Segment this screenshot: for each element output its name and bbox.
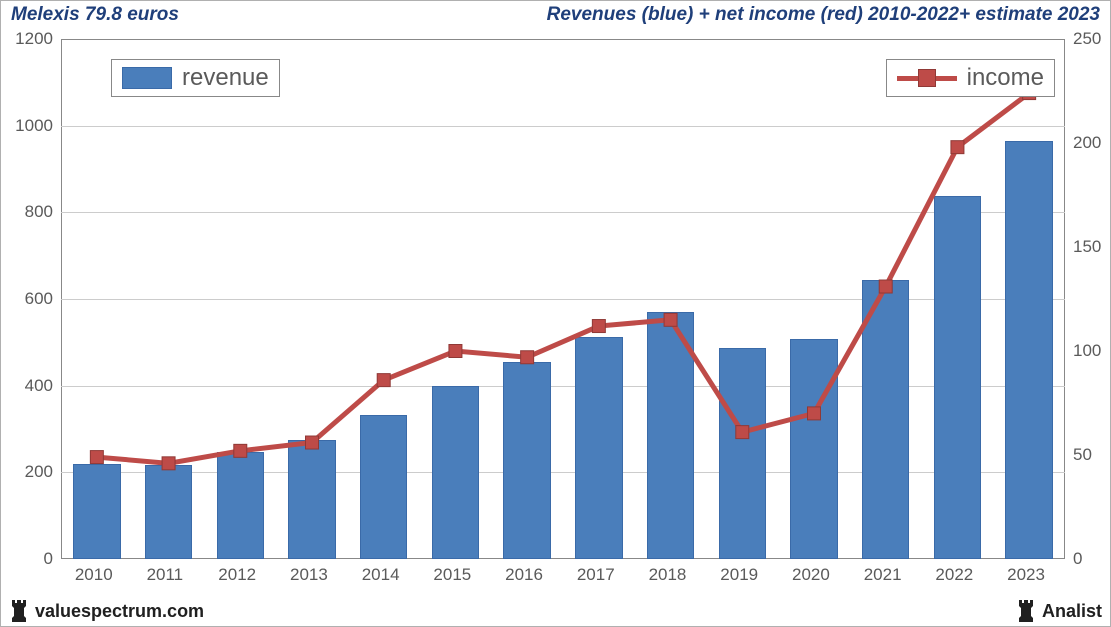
y-left-tick-label: 800 bbox=[25, 202, 53, 222]
y-right-tick-label: 150 bbox=[1073, 237, 1101, 257]
x-tick-label: 2010 bbox=[75, 565, 113, 585]
x-tick-label: 2021 bbox=[864, 565, 902, 585]
y-right-tick-label: 200 bbox=[1073, 133, 1101, 153]
x-tick-label: 2019 bbox=[720, 565, 758, 585]
footer-left: valuespectrum.com bbox=[9, 600, 204, 622]
y-left-tick-label: 1000 bbox=[15, 116, 53, 136]
legend-income-label: income bbox=[967, 64, 1044, 92]
x-tick-label: 2022 bbox=[935, 565, 973, 585]
revenue-bar bbox=[575, 337, 622, 559]
x-tick-label: 2016 bbox=[505, 565, 543, 585]
x-tick-label: 2012 bbox=[218, 565, 256, 585]
revenue-bar bbox=[790, 339, 837, 559]
legend-revenue: revenue bbox=[111, 59, 280, 97]
x-tick-label: 2020 bbox=[792, 565, 830, 585]
gridline bbox=[61, 299, 1065, 300]
y-left-tick-label: 200 bbox=[25, 462, 53, 482]
revenue-bar bbox=[647, 312, 694, 559]
footer-right-text: Analist bbox=[1042, 601, 1102, 622]
rook-icon bbox=[1016, 600, 1036, 622]
gridline bbox=[61, 472, 1065, 473]
title-left: Melexis 79.8 euros bbox=[11, 4, 179, 26]
chart-container: Melexis 79.8 euros Revenues (blue) + net… bbox=[0, 0, 1111, 627]
revenue-bar bbox=[360, 415, 407, 559]
legend-revenue-swatch bbox=[122, 67, 172, 89]
y-left-tick-label: 1200 bbox=[15, 29, 53, 49]
revenue-bar bbox=[1005, 141, 1052, 559]
gridline bbox=[61, 386, 1065, 387]
y-left-tick-label: 0 bbox=[44, 549, 53, 569]
footer-left-text: valuespectrum.com bbox=[35, 601, 204, 622]
y-right-tick-label: 0 bbox=[1073, 549, 1082, 569]
revenue-bar bbox=[432, 386, 479, 559]
x-tick-label: 2011 bbox=[147, 565, 184, 585]
footer-right: Analist bbox=[1016, 600, 1102, 622]
y-right-tick-label: 50 bbox=[1073, 445, 1092, 465]
revenue-bar bbox=[934, 196, 981, 559]
gridline bbox=[61, 126, 1065, 127]
revenue-bar bbox=[73, 464, 120, 559]
y-left-tick-label: 400 bbox=[25, 376, 53, 396]
legend-income-swatch bbox=[897, 66, 957, 90]
gridline bbox=[61, 212, 1065, 213]
revenue-bar bbox=[145, 465, 192, 559]
y-right-tick-label: 100 bbox=[1073, 341, 1101, 361]
revenue-bar bbox=[862, 280, 909, 560]
revenue-bar bbox=[719, 348, 766, 559]
legend-income: income bbox=[886, 59, 1055, 97]
x-tick-label: 2015 bbox=[433, 565, 471, 585]
chart-header: Melexis 79.8 euros Revenues (blue) + net… bbox=[1, 1, 1110, 29]
rook-icon bbox=[9, 600, 29, 622]
x-tick-label: 2014 bbox=[362, 565, 400, 585]
x-tick-label: 2013 bbox=[290, 565, 328, 585]
footer: valuespectrum.com Analist bbox=[1, 596, 1110, 626]
y-right-tick-label: 250 bbox=[1073, 29, 1101, 49]
revenue-bar bbox=[288, 440, 335, 559]
title-right: Revenues (blue) + net income (red) 2010-… bbox=[547, 4, 1100, 26]
x-tick-label: 2017 bbox=[577, 565, 615, 585]
revenue-bar bbox=[503, 362, 550, 559]
chart-plot-area: 0 200 400 600 800 1000 1200 0 50 100 150 200 250 2010… bbox=[1, 29, 1110, 595]
legend-revenue-label: revenue bbox=[182, 64, 269, 92]
revenue-bar bbox=[217, 452, 264, 559]
y-left-tick-label: 600 bbox=[25, 289, 53, 309]
x-tick-label: 2018 bbox=[649, 565, 687, 585]
x-tick-label: 2023 bbox=[1007, 565, 1045, 585]
